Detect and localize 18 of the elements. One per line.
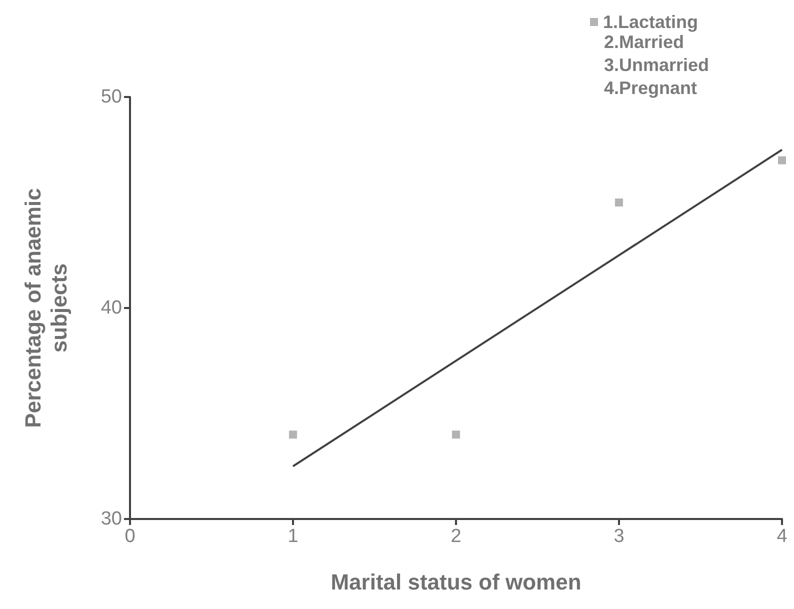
x-tick-label: 3 bbox=[614, 526, 624, 547]
text: 2.Married bbox=[604, 32, 684, 52]
y-tick-label: 30 bbox=[100, 508, 122, 530]
point bbox=[452, 430, 460, 439]
point bbox=[615, 198, 623, 206]
x-tick-label: 2 bbox=[450, 526, 462, 547]
y-axis-title: Percentage of anaemic subjects bbox=[20, 188, 72, 428]
legend-label: 1.Lactating bbox=[603, 12, 698, 32]
x-tick-label: 0 bbox=[124, 526, 136, 547]
x-tick-label: 4 bbox=[776, 526, 788, 547]
point bbox=[289, 430, 297, 439]
y-tick-label: 50 bbox=[100, 86, 122, 108]
x-axis-title: Marital status of women bbox=[330, 570, 582, 594]
x-tick-label: 1 bbox=[288, 526, 298, 547]
y-tick-label: 40 bbox=[100, 298, 122, 318]
point bbox=[778, 156, 786, 164]
annotation: 4.Pregnant bbox=[604, 78, 698, 98]
text: 3.Unmarried bbox=[604, 55, 710, 75]
